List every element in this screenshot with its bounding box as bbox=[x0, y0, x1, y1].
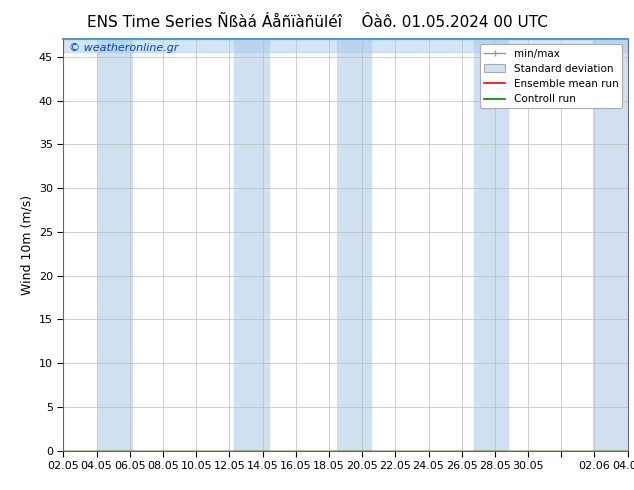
Bar bbox=[235, 39, 269, 451]
Text: © weatheronline.gr: © weatheronline.gr bbox=[69, 43, 179, 53]
Bar bbox=[337, 39, 371, 451]
Bar bbox=[593, 39, 628, 451]
Bar bbox=[474, 39, 508, 451]
Bar bbox=[98, 39, 132, 451]
Y-axis label: Wind 10m (m/s): Wind 10m (m/s) bbox=[20, 195, 34, 295]
Bar bbox=[63, 39, 628, 51]
Legend: min/max, Standard deviation, Ensemble mean run, Controll run: min/max, Standard deviation, Ensemble me… bbox=[480, 45, 623, 108]
Text: ENS Time Series Ñßàá Áåñïàñüléî    Ôàô. 01.05.2024 00 UTC: ENS Time Series Ñßàá Áåñïàñüléî Ôàô. 01.… bbox=[87, 15, 547, 30]
